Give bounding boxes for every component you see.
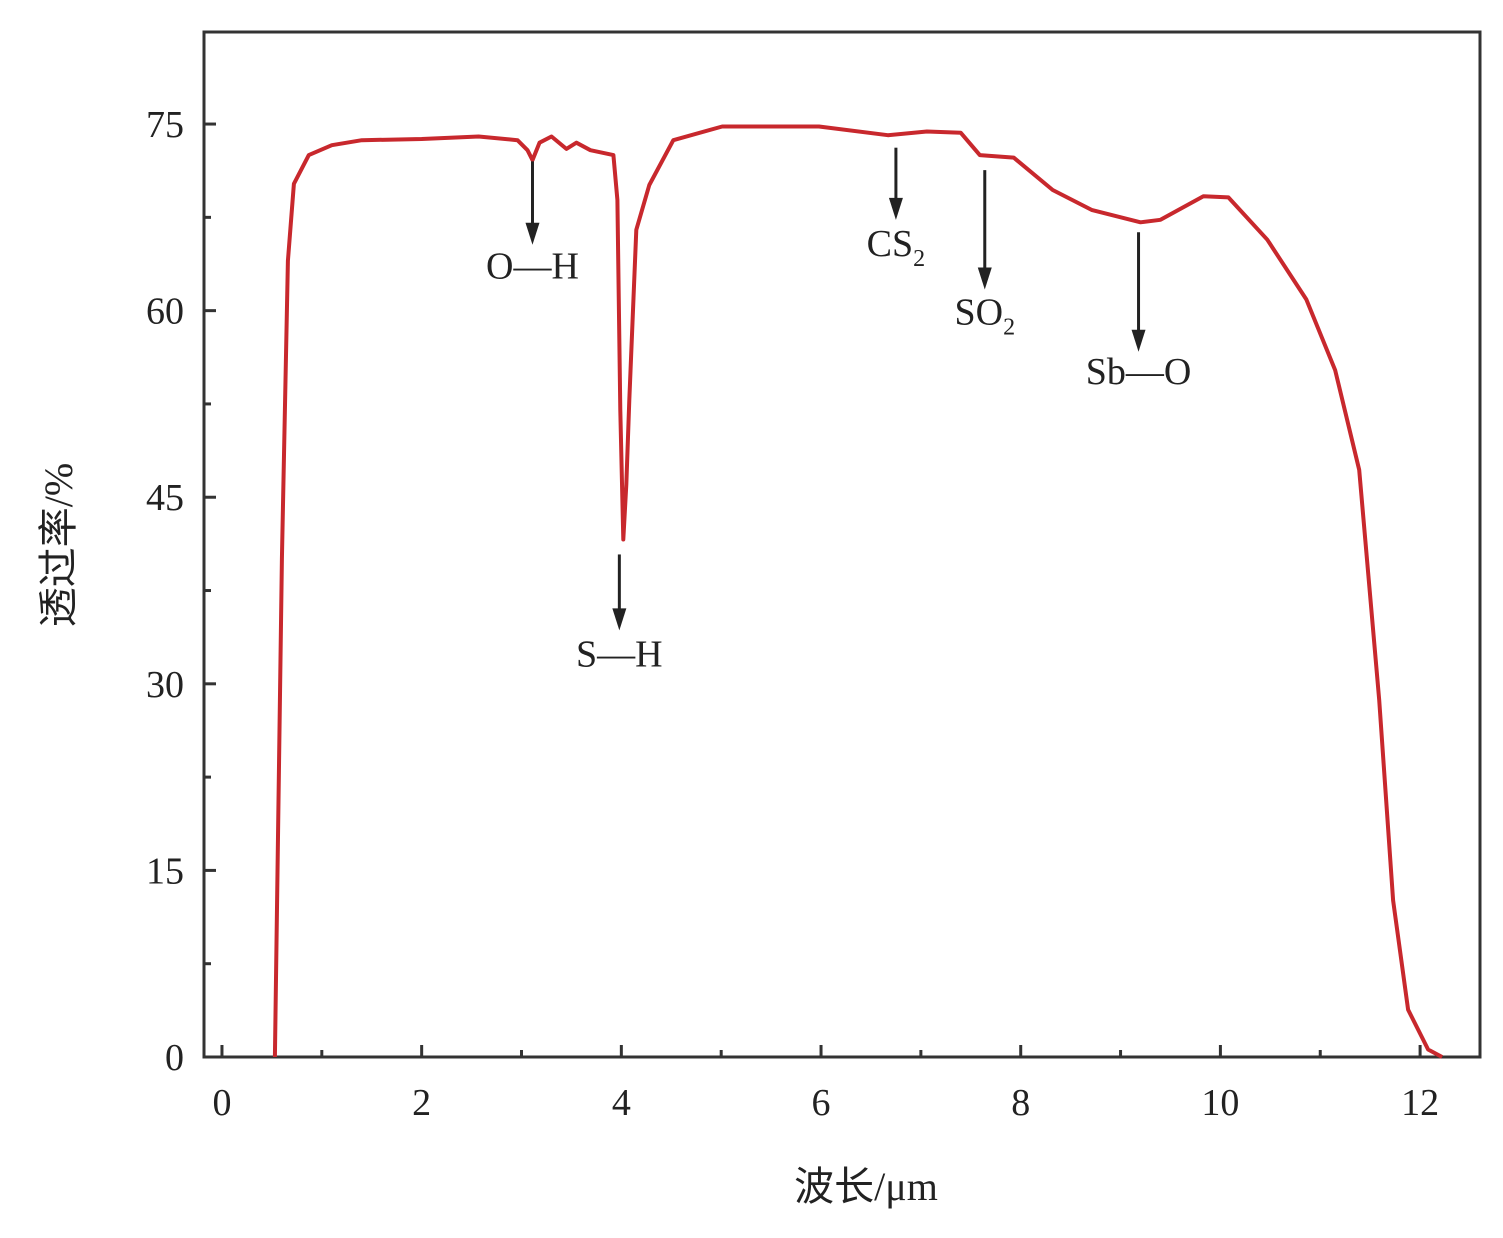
x-tick-label: 12 <box>1401 1082 1439 1124</box>
annotation: CS2 <box>867 147 925 272</box>
arrow-down-icon <box>612 608 627 631</box>
x-tick-label: 0 <box>212 1082 231 1124</box>
annotation: O—H <box>486 161 579 287</box>
plot-frame <box>202 30 1482 1059</box>
annotation-label: CS2 <box>867 223 925 272</box>
x-tick-label: 4 <box>612 1082 631 1124</box>
annotation: S—H <box>576 554 663 675</box>
arrow-down-icon <box>1131 329 1146 352</box>
annotation: Sb—O <box>1086 232 1192 393</box>
y-tick-label: 0 <box>165 1037 184 1079</box>
x-axis-label: 波长/μm <box>794 1164 938 1209</box>
y-tick-label: 45 <box>146 477 184 519</box>
y-tick-label: 60 <box>146 291 184 333</box>
y-tick-label: 15 <box>146 850 184 892</box>
arrow-down-icon <box>888 197 903 220</box>
x-tick-label: 8 <box>1011 1082 1030 1124</box>
annotation-label: O—H <box>486 245 579 287</box>
annotation-label: S—H <box>576 633 663 675</box>
y-tick-label: 75 <box>146 104 184 146</box>
annotation-label: SO2 <box>954 291 1015 340</box>
y-tick-label: 30 <box>146 664 184 706</box>
annotation-label: Sb—O <box>1086 351 1192 393</box>
arrow-down-icon <box>977 267 992 290</box>
annotation: SO2 <box>954 170 1015 340</box>
x-tick-label: 6 <box>812 1082 831 1124</box>
transmittance-line <box>272 124 1444 1059</box>
x-tick-label: 2 <box>412 1082 431 1124</box>
y-axis-label: 透过率/% <box>36 463 81 627</box>
arrow-down-icon <box>525 222 540 245</box>
x-tick-label: 10 <box>1201 1082 1239 1124</box>
